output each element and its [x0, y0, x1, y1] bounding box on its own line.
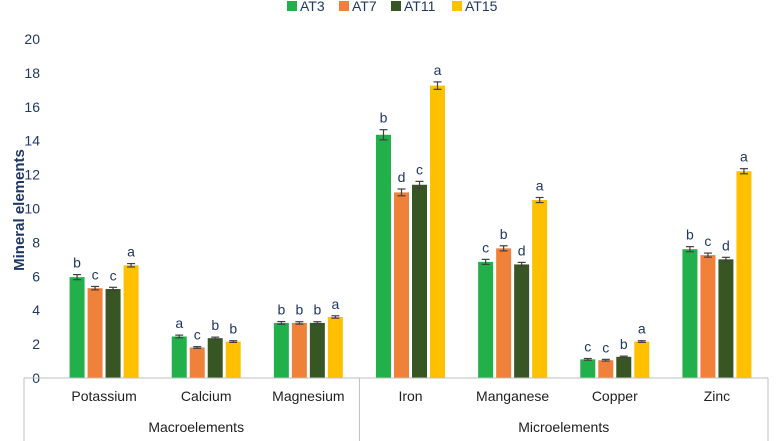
bar — [189, 347, 205, 378]
bar — [736, 171, 752, 378]
bar — [532, 200, 548, 378]
bar — [700, 255, 716, 378]
significance-letter: c — [110, 267, 117, 283]
y-tick-label: 4 — [32, 302, 40, 318]
bar — [718, 259, 734, 378]
legend-label: AT7 — [352, 0, 377, 14]
bar — [123, 265, 139, 378]
bar — [430, 85, 445, 379]
significance-letter: c — [194, 327, 201, 343]
significance-letter: b — [500, 226, 508, 242]
significance-letter: a — [536, 177, 544, 193]
significance-letter: a — [127, 244, 135, 260]
significance-letter: c — [704, 233, 711, 249]
bar — [376, 134, 391, 378]
significance-letter: d — [398, 169, 406, 185]
significance-letter: b — [380, 110, 388, 126]
significance-letter: c — [602, 339, 609, 355]
significance-letter: b — [73, 255, 81, 271]
y-tick-label: 12 — [24, 167, 40, 183]
bar — [478, 261, 494, 378]
significance-letter: b — [229, 321, 237, 337]
significance-letter: b — [686, 227, 694, 243]
category-label: Magnesium — [272, 388, 344, 404]
bar — [394, 192, 409, 378]
legend-swatch — [391, 1, 401, 11]
legend-label: AT3 — [300, 0, 325, 14]
legend: AT3 AT7 AT11 AT15 — [287, 0, 498, 14]
y-tick-label: 8 — [32, 234, 40, 250]
legend-swatch — [339, 1, 349, 11]
significance-letter: a — [175, 315, 183, 331]
y-tick-label: 2 — [32, 336, 40, 352]
y-tick-label: 10 — [24, 201, 40, 217]
category-label: Manganese — [476, 388, 549, 404]
bar — [87, 288, 103, 378]
significance-letter: b — [620, 336, 628, 352]
y-tick-label: 6 — [32, 268, 40, 284]
significance-letter: b — [313, 302, 321, 318]
y-tick-label: 14 — [24, 133, 40, 149]
significance-letter: d — [518, 242, 526, 258]
bar — [598, 360, 614, 378]
bar — [225, 341, 241, 378]
category-label: Iron — [398, 388, 422, 404]
y-tick-label: 16 — [24, 99, 40, 115]
category-label: Zinc — [704, 388, 730, 404]
significance-letter: a — [740, 149, 748, 165]
bar — [69, 277, 85, 378]
bar — [309, 322, 325, 378]
legend-swatch — [452, 1, 462, 11]
x-axis: Potassium Calcium Magnesium Iron Manganese Co… — [23, 377, 769, 441]
significance-letter: a — [434, 62, 442, 78]
bar — [682, 249, 698, 378]
legend-label: AT15 — [465, 0, 498, 14]
legend-label: AT11 — [404, 0, 436, 14]
significance-letter: a — [638, 321, 646, 337]
bar — [105, 289, 121, 378]
significance-letter: c — [584, 339, 591, 355]
bar — [291, 322, 307, 378]
bar — [634, 341, 650, 378]
y-tick-label: 20 — [24, 31, 40, 47]
significance-letter: b — [211, 317, 219, 333]
significance-letter: b — [277, 302, 285, 318]
significance-letter: d — [722, 237, 730, 253]
bar — [496, 248, 512, 378]
category-label: Copper — [592, 388, 638, 404]
significance-letter: c — [92, 266, 99, 282]
significance-letter: c — [416, 161, 423, 177]
category-label: Calcium — [181, 388, 232, 404]
bar — [171, 336, 187, 378]
bar — [412, 184, 427, 378]
group-label: Macroelements — [148, 419, 244, 435]
bar — [514, 264, 530, 378]
y-tick-label: 18 — [24, 65, 40, 81]
bar — [580, 359, 596, 378]
bar — [273, 322, 289, 378]
bar — [616, 356, 632, 378]
category-label: Potassium — [71, 388, 136, 404]
significance-letter: a — [331, 296, 339, 312]
bar — [327, 316, 343, 378]
legend-swatch — [287, 1, 297, 11]
y-axis-label: Mineral elements — [11, 149, 28, 271]
bar — [207, 338, 223, 378]
group-label: Microelements — [518, 419, 609, 435]
significance-letter: c — [482, 239, 489, 255]
significance-letter: b — [295, 302, 303, 318]
